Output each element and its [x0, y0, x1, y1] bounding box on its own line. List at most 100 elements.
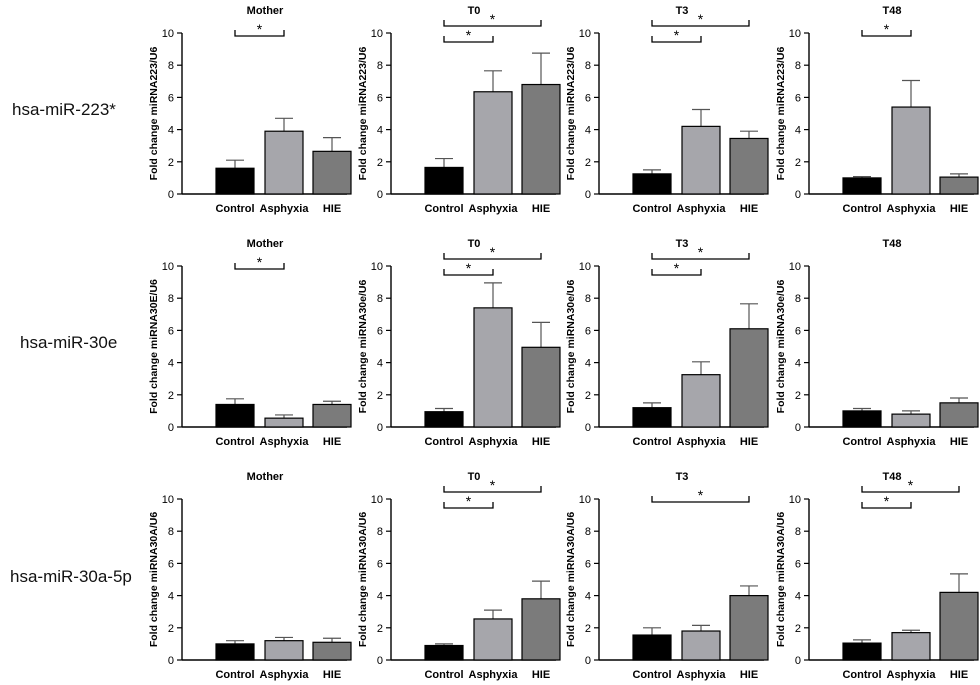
chart-panel: T0 Fold change miRNA223/U6 0 2 4 6 8 10 Control A… [357, 5, 561, 215]
significance-label: * [490, 11, 496, 27]
bar [215, 643, 255, 661]
y-axis-label: Fold change miRNA30A/U6 [357, 512, 369, 648]
bar [681, 630, 721, 661]
y-tick-label: 0 [585, 189, 591, 201]
x-tick-label: Asphyxia [260, 436, 310, 448]
y-tick-label: 8 [585, 293, 591, 305]
chart-panel: T48 Fold change miRNA30A/U6 0 2 4 6 8 10 Control… [775, 471, 979, 681]
significance-bracket [861, 486, 960, 493]
y-tick-label: 10 [789, 494, 801, 506]
y-tick-label: 2 [377, 623, 383, 635]
y-axis-label: Fold change miRNA30A/U6 [148, 512, 160, 648]
bar [939, 591, 979, 661]
significance-label: * [884, 493, 890, 509]
y-tick-label: 8 [585, 60, 591, 72]
y-tick-label: 10 [371, 28, 383, 40]
y-tick-label: 0 [585, 422, 591, 434]
significance-bracket [651, 36, 702, 43]
significance-label: * [674, 27, 680, 43]
bar [939, 402, 979, 428]
chart-title: T48 [883, 238, 902, 250]
chart-panel: T3 Fold change miRNA30e/U6 0 2 4 6 8 10 Control A… [565, 238, 769, 448]
x-tick-label: Control [842, 669, 881, 681]
y-axis-label: Fold change miRNA30e/U6 [775, 280, 787, 414]
significance-label: * [698, 244, 704, 260]
x-tick-label: HIE [323, 669, 341, 681]
x-tick-label: Asphyxia [677, 436, 727, 448]
significance-label: * [698, 11, 704, 27]
x-tick-label: Asphyxia [887, 203, 937, 215]
y-tick-label: 4 [168, 125, 174, 137]
significance-label: * [698, 487, 704, 503]
chart-title: T0 [468, 238, 481, 250]
significance-label: * [466, 260, 472, 276]
bar [312, 403, 352, 428]
y-tick-label: 8 [795, 60, 801, 72]
y-tick-label: 8 [168, 60, 174, 72]
y-tick-label: 4 [377, 358, 383, 370]
x-tick-label: HIE [950, 436, 968, 448]
y-tick-label: 4 [585, 358, 591, 370]
y-tick-label: 0 [168, 189, 174, 201]
x-tick-label: Asphyxia [260, 669, 310, 681]
chart-title: T3 [676, 471, 689, 483]
bar [891, 106, 931, 195]
x-tick-label: Asphyxia [469, 436, 519, 448]
bar [473, 618, 513, 661]
bar [842, 642, 882, 661]
chart-panel: Mother Fold change miRNA30E/U6 0 2 4 6 8 10 Cont… [148, 238, 352, 448]
bar [215, 403, 255, 428]
chart-title: T0 [468, 471, 481, 483]
y-tick-label: 6 [377, 558, 383, 570]
y-tick-label: 10 [579, 494, 591, 506]
y-axis-label: Fold change miRNA223/U6 [148, 47, 160, 181]
significance-bracket [651, 253, 750, 260]
row-label-mir-30e: hsa-miR-30e [20, 333, 118, 352]
y-tick-label: 2 [795, 157, 801, 169]
y-tick-label: 8 [168, 526, 174, 538]
y-tick-label: 0 [168, 422, 174, 434]
bar [681, 374, 721, 428]
significance-label: * [884, 21, 890, 37]
chart-panel: T3 Fold change miRNA223/U6 0 2 4 6 8 10 Control A… [565, 5, 769, 215]
bar [729, 137, 769, 195]
bar [939, 176, 979, 195]
y-axis-label: Fold change miRNA30e/U6 [357, 280, 369, 414]
significance-label: * [490, 477, 496, 493]
x-tick-label: Control [842, 203, 881, 215]
x-tick-label: HIE [740, 436, 758, 448]
chart-panel: Mother Fold change miRNA30A/U6 0 2 4 6 8 10 Cont… [148, 471, 352, 681]
bar [264, 130, 304, 195]
y-tick-label: 0 [168, 655, 174, 667]
row-label-mir-223: hsa-miR-223* [12, 100, 116, 119]
significance-label: * [674, 260, 680, 276]
y-tick-label: 6 [795, 558, 801, 570]
y-axis-label: Fold change miRNA30e/U6 [565, 280, 577, 414]
y-tick-label: 0 [377, 189, 383, 201]
significance-bracket [443, 269, 494, 276]
y-tick-label: 2 [377, 157, 383, 169]
x-tick-label: Control [215, 669, 254, 681]
y-tick-label: 6 [377, 325, 383, 337]
y-tick-label: 0 [795, 189, 801, 201]
bar [632, 173, 672, 195]
y-tick-label: 10 [162, 28, 174, 40]
y-tick-label: 4 [585, 591, 591, 603]
x-tick-label: Asphyxia [469, 669, 519, 681]
y-tick-label: 8 [795, 293, 801, 305]
x-tick-label: HIE [532, 669, 550, 681]
x-tick-label: Asphyxia [677, 203, 727, 215]
y-tick-label: 4 [795, 591, 801, 603]
y-tick-label: 6 [168, 92, 174, 104]
y-tick-label: 2 [585, 157, 591, 169]
y-tick-label: 4 [377, 591, 383, 603]
bar [521, 346, 561, 428]
bar [632, 407, 672, 428]
x-tick-label: HIE [740, 203, 758, 215]
chart-panel: T48 Fold change miRNA223/U6 0 2 4 6 8 10 Control… [775, 5, 979, 215]
y-tick-label: 0 [585, 655, 591, 667]
bar [681, 125, 721, 195]
y-tick-label: 2 [585, 390, 591, 402]
y-axis-label: Fold change miRNA30A/U6 [775, 512, 787, 648]
bar [264, 417, 304, 428]
